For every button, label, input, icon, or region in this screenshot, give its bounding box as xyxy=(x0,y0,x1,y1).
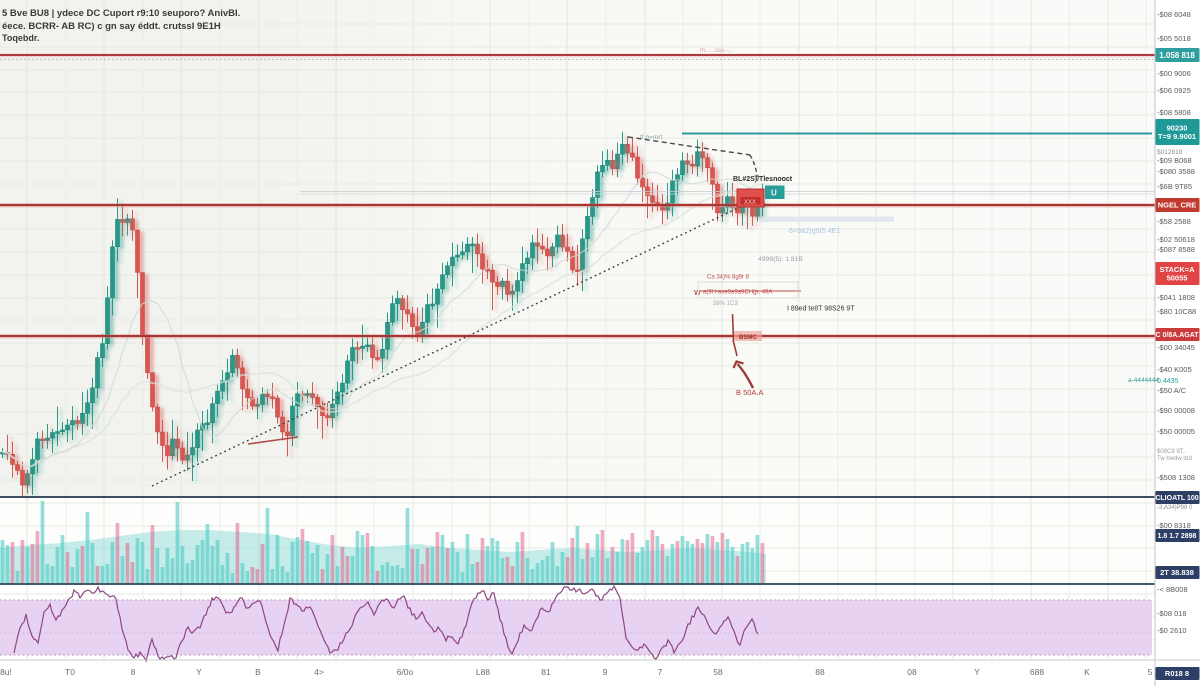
svg-text:-$08 6048: -$08 6048 xyxy=(1157,10,1191,19)
svg-text:B: B xyxy=(255,667,261,677)
svg-text:88: 88 xyxy=(815,667,825,677)
svg-text:-$508 1308: -$508 1308 xyxy=(1157,473,1195,482)
svg-text:-$58 2588: -$58 2588 xyxy=(1157,217,1191,226)
svg-text:4998(5): 1.81B: 4998(5): 1.81B xyxy=(758,256,803,263)
svg-text:C 0/8A.AGAT: C 0/8A.AGAT xyxy=(1155,332,1199,339)
svg-text:-$06 0925: -$06 0925 xyxy=(1157,86,1191,95)
svg-text:-$08 5808: -$08 5808 xyxy=(1157,108,1191,117)
svg-text:2T 38.838: 2T 38.838 xyxy=(1160,568,1194,577)
svg-text:5: 5 xyxy=(1148,667,1153,677)
svg-text:58: 58 xyxy=(713,667,723,677)
svg-text:K: K xyxy=(1084,667,1090,677)
svg-text:I 89ed te8T 98S26 9T: I 89ed te8T 98S26 9T xyxy=(787,306,855,313)
svg-text:B 50A.A: B 50A.A xyxy=(736,388,764,397)
svg-text:81: 81 xyxy=(541,667,551,677)
svg-text:8: 8 xyxy=(131,667,136,677)
svg-text:5 Bve BU8 | ydece DC Cuport r9: 5 Bve BU8 | ydece DC Cuport r9:10 seupor… xyxy=(2,8,240,19)
svg-text:-$087 8588: -$087 8588 xyxy=(1157,245,1195,254)
svg-text:-$08 018: -$08 018 xyxy=(1157,609,1187,618)
svg-text:$012818: $012818 xyxy=(1157,149,1183,156)
svg-text:Ca 34)% 8g9r 8: Ca 34)% 8g9r 8 xyxy=(707,275,750,281)
svg-text:BL#2S)/Tlesnooct: BL#2S)/Tlesnooct xyxy=(733,176,793,183)
svg-text:6/0o: 6/0o xyxy=(397,667,414,677)
svg-text:T=9 9.9001: T=9 9.9001 xyxy=(1158,132,1196,141)
svg-text:Y: Y xyxy=(196,667,202,677)
svg-text:6=9&2)g0(5 4E1: 6=9&2)g0(5 4E1 xyxy=(789,228,840,235)
svg-text:-$080 3588: -$080 3588 xyxy=(1157,167,1195,176)
svg-text:tf,p=mrt: tf,p=mrt xyxy=(640,134,662,141)
svg-text:éece. BCRR- AB RC) c gn say éd: éece. BCRR- AB RC) c gn say éddt. crutss… xyxy=(2,21,221,32)
svg-text:-$02 50618: -$02 50618 xyxy=(1157,235,1195,244)
svg-text:-$05 5018: -$05 5018 xyxy=(1157,34,1191,43)
svg-text:-$0 2610: -$0 2610 xyxy=(1157,626,1187,635)
svg-text:CLIOATL 100: CLIOATL 100 xyxy=(1155,495,1198,502)
svg-text:8u!: 8u! xyxy=(0,667,12,677)
svg-text:1.058 818: 1.058 818 xyxy=(1159,51,1195,60)
svg-text:-$90 00008: -$90 00008 xyxy=(1157,406,1195,415)
svg-text:38% 1C3: 38% 1C3 xyxy=(713,301,738,307)
svg-text:-$09 B068: -$09 B068 xyxy=(1157,156,1192,165)
svg-text:1.8 1.7 2898: 1.8 1.7 2898 xyxy=(1158,533,1197,540)
svg-text:STACK=A: STACK=A xyxy=(1159,265,1195,274)
svg-text:Tw hwdw drd: Tw hwdw drd xyxy=(1157,456,1192,462)
svg-text:U: U xyxy=(771,189,777,198)
svg-text:a(9H-ave9a9a9CH(p, 49A: a(9H-ave9a9a9CH(p, 49A xyxy=(703,290,772,296)
svg-text:$08C8 9T..: $08C8 9T.. xyxy=(1157,449,1186,455)
svg-text:Y: Y xyxy=(974,667,980,677)
svg-text:NGEL CRE: NGEL CRE xyxy=(1158,201,1197,210)
svg-text:4>: 4> xyxy=(314,667,324,677)
svg-text:m......sss.-...: m......sss.-... xyxy=(700,48,733,54)
svg-text:-< 8B008: -< 8B008 xyxy=(1157,585,1188,594)
svg-text:-$00 8318: -$00 8318 xyxy=(1157,521,1191,530)
svg-text:-$00 34045: -$00 34045 xyxy=(1157,343,1195,352)
svg-text:a-4444444: a-4444444 xyxy=(1128,377,1159,384)
svg-text:-$80 10C88: -$80 10C88 xyxy=(1157,307,1196,316)
svg-text:50055: 50055 xyxy=(1167,273,1188,282)
svg-text:08: 08 xyxy=(907,667,917,677)
svg-text:-$40 K005: -$40 K005 xyxy=(1157,365,1192,374)
svg-text:9: 9 xyxy=(603,667,608,677)
svg-text:BSMC: BSMC xyxy=(739,335,757,341)
svg-text:-$00 9006: -$00 9006 xyxy=(1157,69,1191,78)
svg-text:-$50 00005: -$50 00005 xyxy=(1157,427,1195,436)
svg-text:688: 688 xyxy=(1030,667,1044,677)
svg-text:-$041 1808: -$041 1808 xyxy=(1157,293,1195,302)
svg-text:R018 8: R018 8 xyxy=(1165,669,1189,678)
svg-text:L88: L88 xyxy=(476,667,490,677)
svg-text:-$50 A/C: -$50 A/C xyxy=(1157,386,1187,395)
svg-text:90230: 90230 xyxy=(1167,123,1188,132)
svg-text:Toqebdr.: Toqebdr. xyxy=(2,33,39,43)
svg-text:-3,A34)P98 0: -3,A34)P98 0 xyxy=(1157,505,1193,511)
svg-text:7: 7 xyxy=(658,667,663,677)
svg-text:0.4435: 0.4435 xyxy=(1157,378,1179,385)
svg-text:-$6B 9T85: -$6B 9T85 xyxy=(1157,182,1192,191)
svg-text:T0: T0 xyxy=(65,667,75,677)
svg-text:XXX: XXX xyxy=(744,200,756,206)
